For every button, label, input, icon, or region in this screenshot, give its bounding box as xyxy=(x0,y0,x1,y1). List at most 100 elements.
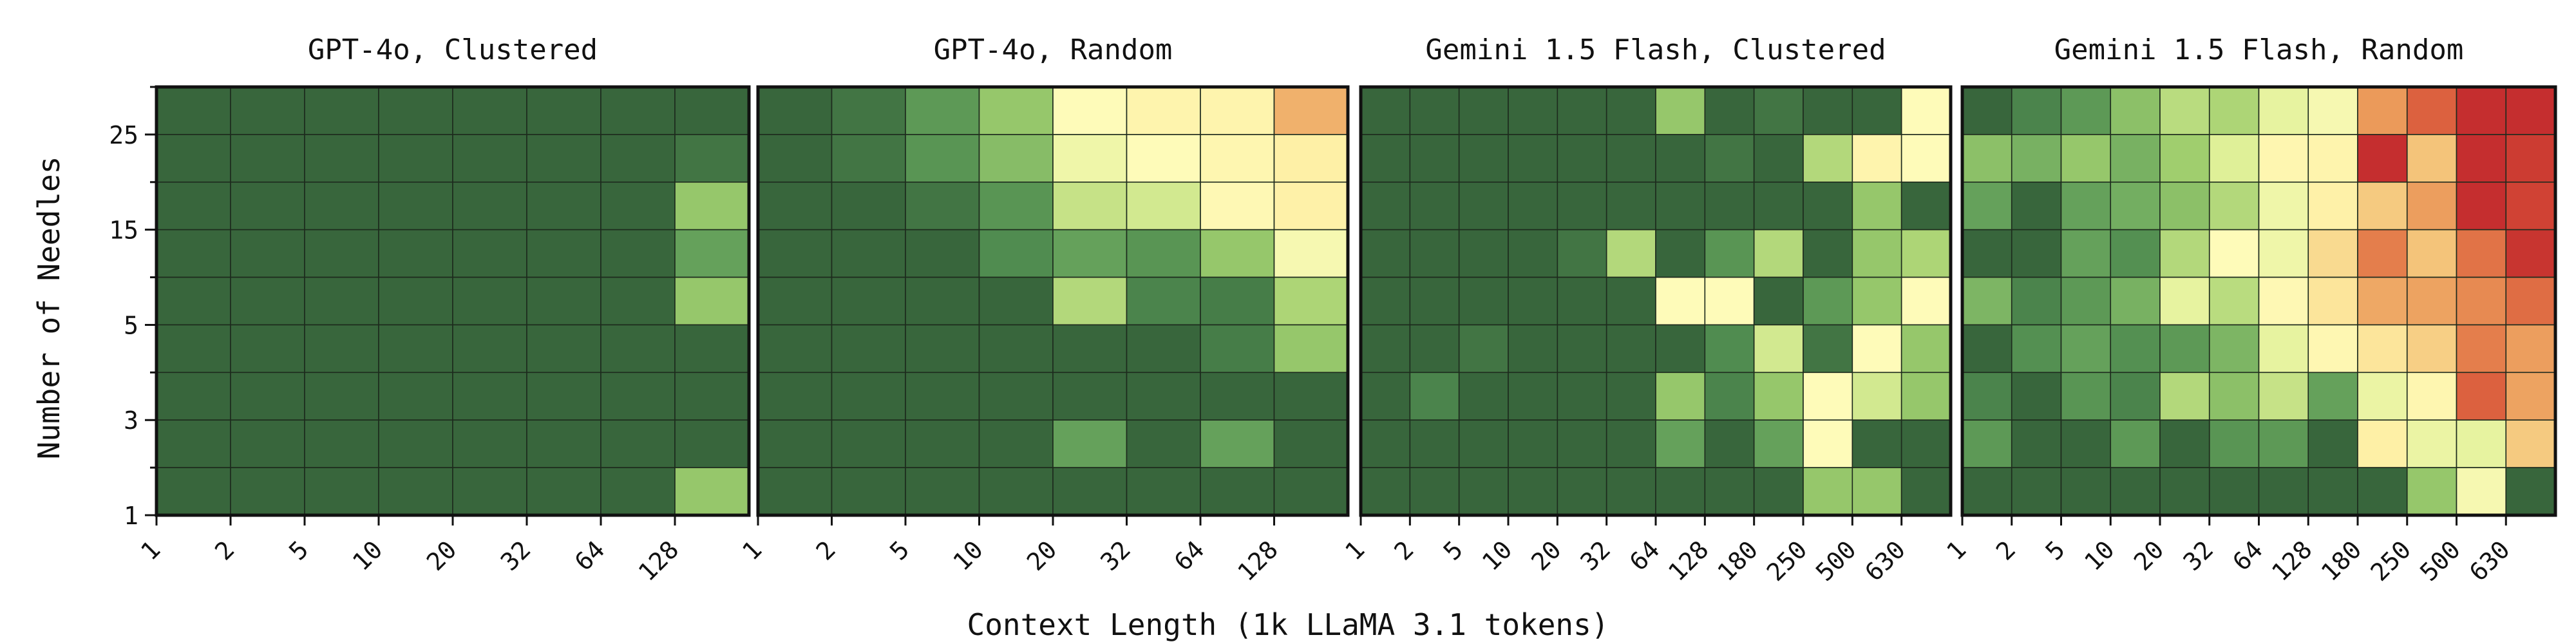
heatmap-cell xyxy=(2208,229,2260,278)
heatmap-cell xyxy=(2406,86,2458,135)
heatmap-cell xyxy=(674,86,750,135)
heatmap-cell xyxy=(1605,276,1656,326)
heatmap-cell xyxy=(2456,134,2507,183)
heatmap-cell xyxy=(2159,372,2210,421)
heatmap-cell xyxy=(378,419,453,468)
heatmap-cell xyxy=(304,134,379,183)
heatmap-cell xyxy=(1900,181,1951,231)
heatmap-cell xyxy=(1200,134,1275,183)
heatmap-cell xyxy=(1962,86,2012,135)
heatmap-cell xyxy=(2208,324,2260,374)
heatmap-cell xyxy=(1557,86,1607,135)
heatmap-cell xyxy=(1273,276,1349,326)
heatmap-cell xyxy=(1126,324,1201,374)
heatmap-cell xyxy=(757,181,833,231)
heatmap-cell xyxy=(1409,134,1460,183)
heatmap-cell xyxy=(1458,229,1509,278)
heatmap-cell xyxy=(1052,419,1128,468)
heatmap-cell xyxy=(526,229,601,278)
heatmap-cell xyxy=(526,372,601,421)
heatmap-panel: Gemini 1.5 Flash, Random 1 2 5 10 20 32 6412818… xyxy=(1941,33,2557,587)
heatmap-cell xyxy=(674,276,750,326)
heatmap-cell xyxy=(2456,467,2507,516)
x-tick-label: 1 xyxy=(1941,535,1971,565)
heatmap-cell xyxy=(1273,229,1349,278)
heatmap-cell xyxy=(1273,181,1349,231)
heatmap-cell xyxy=(1803,467,1853,516)
heatmap-cell xyxy=(1052,229,1128,278)
heatmap-cell xyxy=(600,181,676,231)
x-tick-label: 128 xyxy=(633,535,685,587)
heatmap-cell xyxy=(1605,134,1656,183)
heatmap-cell xyxy=(1360,276,1411,326)
x-tick-label: 20 xyxy=(1526,535,1566,576)
heatmap-cell xyxy=(2011,86,2062,135)
heatmap-cell xyxy=(230,419,305,468)
heatmap-cell xyxy=(2456,86,2507,135)
heatmap-cell xyxy=(2011,372,2062,421)
heatmap-cell xyxy=(1605,324,1656,374)
heatmap-cell xyxy=(1900,467,1951,516)
heatmap-cell xyxy=(1273,467,1349,516)
heatmap-cell xyxy=(1753,324,1804,374)
heatmap-cell xyxy=(2406,229,2458,278)
heatmap-cell xyxy=(452,181,527,231)
heatmap-cell xyxy=(230,372,305,421)
heatmap-cell xyxy=(304,229,379,278)
heatmap-cell xyxy=(2307,372,2358,421)
heatmap-cell xyxy=(1803,86,1853,135)
heatmap-cell xyxy=(452,134,527,183)
heatmap-cell xyxy=(378,86,453,135)
heatmap-cell xyxy=(831,324,906,374)
heatmap-cell xyxy=(1458,467,1509,516)
x-tick-label: 32 xyxy=(495,535,536,576)
heatmap-cell xyxy=(2258,86,2309,135)
heatmap-cell xyxy=(1126,181,1201,231)
heatmap-cell xyxy=(1409,86,1460,135)
heatmap-cell xyxy=(1803,134,1853,183)
heatmap-cell xyxy=(2505,276,2556,326)
heatmap-cell xyxy=(2258,134,2309,183)
heatmap-cell xyxy=(1508,372,1558,421)
heatmap-cell xyxy=(1458,134,1509,183)
heatmap-cell xyxy=(156,324,231,374)
heatmap-cell xyxy=(978,419,1054,468)
heatmap-cell xyxy=(526,467,601,516)
x-tick-label: 500 xyxy=(1810,535,1862,587)
heatmap-cell xyxy=(2208,276,2260,326)
heatmap-cell xyxy=(1753,372,1804,421)
heatmap-cell xyxy=(378,134,453,183)
heatmap-cell xyxy=(1508,229,1558,278)
heatmap-cell xyxy=(1458,276,1509,326)
heatmap-cell xyxy=(1753,229,1804,278)
heatmap-cell xyxy=(2357,86,2408,135)
heatmap-cell xyxy=(1508,181,1558,231)
heatmap-cell xyxy=(378,276,453,326)
heatmap-cell xyxy=(526,324,601,374)
heatmap-cell xyxy=(1200,229,1275,278)
heatmap-cell xyxy=(1753,276,1804,326)
heatmap-cell xyxy=(1557,467,1607,516)
heatmap-cell xyxy=(1360,467,1411,516)
heatmap-cell xyxy=(156,276,231,326)
heatmap-cell xyxy=(1900,419,1951,468)
x-tick-label: 32 xyxy=(1095,535,1135,576)
heatmap-cell xyxy=(978,372,1054,421)
heatmap-cell xyxy=(1655,372,1706,421)
x-tick-label: 630 xyxy=(1859,535,1911,587)
heatmap-cell xyxy=(831,86,906,135)
heatmap-cell xyxy=(2159,134,2210,183)
heatmap-cell xyxy=(156,134,231,183)
x-tick-label: 1 xyxy=(1340,535,1370,565)
heatmap-cell xyxy=(452,86,527,135)
heatmap-cell xyxy=(978,324,1054,374)
heatmap-cell xyxy=(1753,181,1804,231)
heatmap-cell xyxy=(1409,467,1460,516)
heatmap-cell xyxy=(831,181,906,231)
heatmap-cell xyxy=(674,134,750,183)
heatmap-cell xyxy=(1803,229,1853,278)
x-tick-label: 5 xyxy=(884,535,914,565)
heatmap-cell xyxy=(378,324,453,374)
heatmap-cell xyxy=(1126,86,1201,135)
heatmap-cell xyxy=(2258,467,2309,516)
